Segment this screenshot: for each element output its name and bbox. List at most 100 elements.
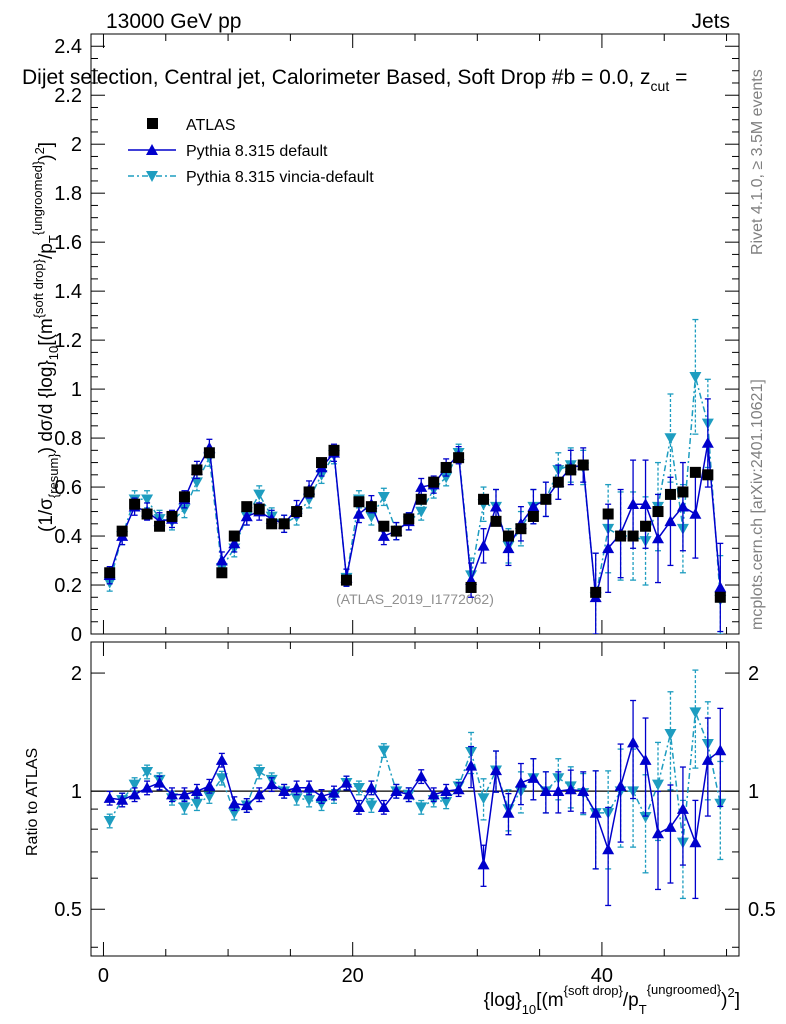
pythia-ratio-marker [290, 781, 303, 793]
rivet-version-label: Rivet 4.1.0, ≥ 3.5M events [749, 69, 766, 255]
atlas-marker [266, 518, 278, 530]
y-tick-label-ratio-right: 1 [748, 781, 759, 803]
y-tick-label-main: 1.2 [54, 330, 82, 352]
pythia-ratio-marker [116, 793, 129, 805]
vincia-ratio-marker [128, 779, 141, 791]
y-tick-label-main: 1 [71, 379, 82, 401]
vincia-ratio-marker [315, 798, 328, 810]
pythia-ratio-marker [278, 785, 291, 796]
pythia-ratio-marker [228, 797, 241, 809]
y-tick-label-main: 0.8 [54, 428, 82, 450]
atlas-marker [577, 459, 589, 471]
atlas-marker [154, 520, 166, 532]
pythia-ratio-marker [527, 772, 540, 783]
atlas-marker [129, 498, 141, 510]
vincia-main-marker [664, 433, 677, 445]
atlas-marker [590, 586, 602, 598]
legend-pythia-marker [146, 144, 158, 155]
pythia-main-marker [676, 500, 689, 512]
pythia-main-marker [602, 542, 615, 554]
plot-title: Dijet selection, Central jet, Calorimete… [22, 66, 687, 94]
vincia-ratio-marker [203, 791, 216, 803]
pythia-ratio-marker [190, 785, 203, 796]
atlas-marker [178, 491, 190, 503]
pythia-ratio-marker [141, 781, 154, 793]
atlas-marker [664, 488, 676, 500]
atlas-marker [440, 461, 452, 473]
vincia-main-line [108, 376, 722, 600]
y-tick-label-ratio: 0.5 [54, 899, 82, 921]
pythia-ratio-marker [539, 785, 552, 796]
vincia-main-marker [190, 477, 203, 489]
pythia-ratio-marker [390, 785, 403, 796]
legend-atlas-marker [147, 118, 158, 129]
pythia-main-marker [415, 481, 428, 492]
y-tick-label-main: 0.2 [54, 575, 82, 597]
pythia-ratio-marker [689, 836, 702, 848]
vincia-ratio-marker [303, 795, 316, 806]
legend-vincia-label: Pythia 8.315 vincia-default [186, 169, 374, 186]
vincia-main-marker [253, 489, 266, 501]
atlas-marker [390, 525, 402, 537]
vincia-ratio-marker [141, 767, 154, 778]
pythia-main-marker [240, 510, 253, 522]
pythia-main-marker [215, 554, 228, 566]
y-tick-label-ratio-right: 2 [748, 663, 759, 685]
pythia-main-marker [527, 500, 540, 512]
pythia-main-marker [701, 436, 714, 448]
pythia-ratio-marker [128, 788, 141, 800]
y-tick-label-ratio: 2 [71, 663, 82, 685]
pythia-ratio-marker [589, 806, 602, 818]
energy-label: 13000 GeV pp [106, 10, 241, 33]
pythia-ratio-marker [415, 770, 428, 782]
atlas-marker [602, 508, 614, 520]
vincia-ratio-marker [415, 802, 428, 814]
analysis-watermark: (ATLAS_2019_I1772062) [336, 591, 494, 607]
vincia-main-marker [689, 372, 702, 383]
y-tick-label-main: 1.6 [54, 232, 82, 254]
atlas-marker [677, 486, 689, 498]
vincia-ratio-marker [477, 793, 490, 805]
vincia-ratio-marker [689, 707, 702, 719]
atlas-marker [415, 493, 427, 505]
atlas-marker [253, 503, 265, 515]
vincia-main-marker [415, 506, 428, 518]
atlas-marker [303, 486, 315, 498]
x-tick-label: 0 [98, 965, 109, 987]
atlas-marker [104, 567, 116, 579]
plot-title-main: Dijet selection, Central jet, Calorimete… [22, 66, 651, 89]
atlas-marker [278, 518, 290, 530]
atlas-marker [316, 457, 328, 469]
atlas-marker [166, 510, 178, 522]
vincia-main-marker [141, 494, 154, 506]
pythia-main-marker [652, 532, 664, 544]
process-label: Jets [691, 10, 730, 33]
atlas-marker [228, 530, 240, 542]
pythia-ratio-marker [178, 788, 191, 800]
legend-atlas-label: ATLAS [186, 117, 236, 134]
atlas-marker [453, 452, 465, 464]
pythia-ratio-marker [627, 736, 640, 748]
atlas-marker [515, 523, 527, 535]
pythia-ratio-marker [377, 801, 390, 813]
x-tick-label: 20 [342, 965, 364, 987]
pythia-ratio-line [109, 740, 721, 865]
pythia-ratio-marker [490, 764, 502, 776]
legend: ATLAS Pythia 8.315 default Pythia 8.315 … [128, 117, 374, 186]
atlas-marker [328, 444, 340, 456]
pythia-ratio-marker [602, 843, 615, 855]
legend-vincia-marker [146, 171, 158, 182]
pythia-ratio-marker [340, 776, 353, 788]
vincia-ratio-marker [377, 745, 390, 757]
atlas-marker [291, 506, 303, 518]
pythia-ratio-marker [465, 759, 478, 771]
pythia-main-marker [490, 500, 502, 512]
pythia-ratio-marker [303, 781, 316, 793]
vincia-main-marker [178, 504, 191, 516]
pythia-ratio-marker [253, 788, 266, 800]
pythia-ratio-marker [502, 806, 515, 818]
legend-pythia-label: Pythia 8.315 default [186, 143, 328, 160]
pythia-main-marker [664, 515, 677, 527]
pythia-ratio-marker [452, 783, 465, 795]
pythia-ratio-marker [240, 799, 253, 811]
